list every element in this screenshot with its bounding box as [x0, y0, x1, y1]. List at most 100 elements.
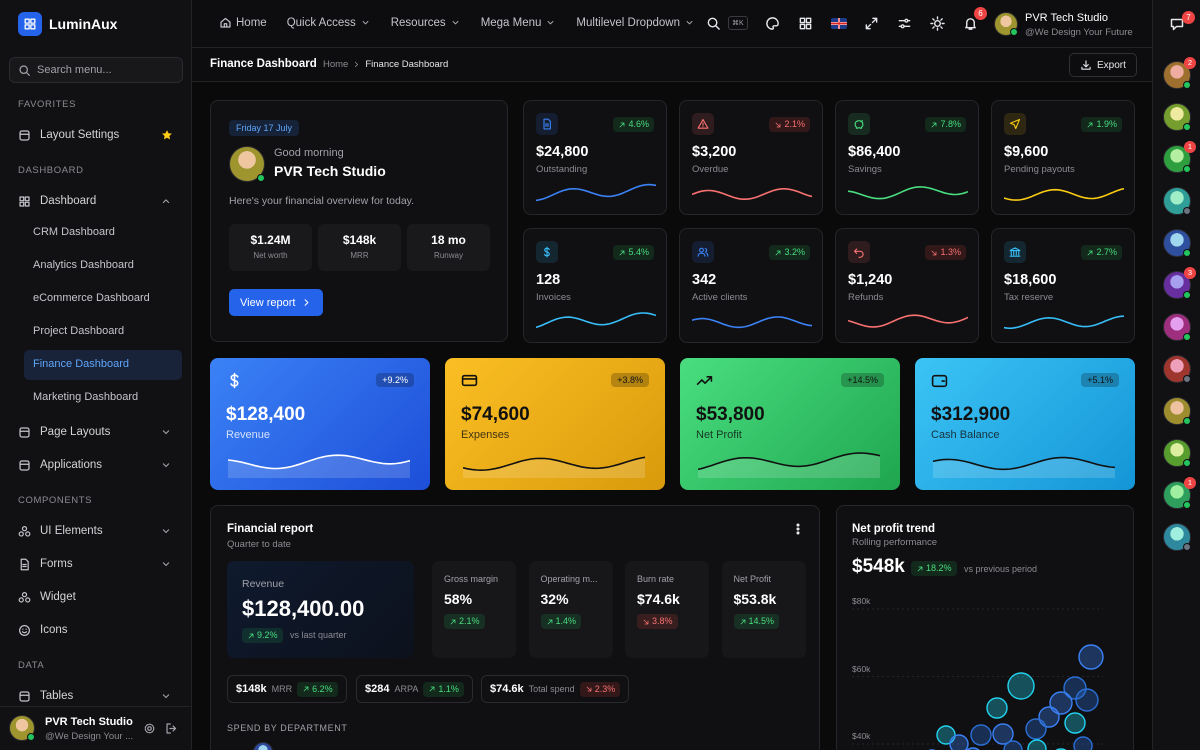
- top-nav-item[interactable]: Mega Menu: [481, 17, 557, 29]
- nav-item[interactable]: Tables: [10, 680, 182, 713]
- icon-path: [1009, 118, 1021, 130]
- highlight-value: $74,600: [461, 404, 530, 425]
- icon: [776, 122, 781, 127]
- search-box[interactable]: Search menu...: [9, 57, 183, 83]
- nav-item[interactable]: Dashboard: [10, 185, 182, 218]
- card-subtitle: Rolling performance: [852, 537, 938, 548]
- greeting: Good morning: [274, 147, 344, 159]
- icon-shape: [931, 374, 948, 388]
- breadcrumb-trail: Home Finance Dashboard: [323, 59, 448, 70]
- sparkline-area: [933, 457, 1115, 478]
- sub-nav-label: CRM Dashboard: [33, 226, 115, 238]
- kpi-card: 1.3% $1,240 Refunds: [835, 228, 979, 343]
- net-profit-value: $548k: [852, 556, 905, 577]
- icon-path: [355, 61, 359, 68]
- nav-item[interactable]: Widget: [10, 581, 182, 614]
- icon: [303, 686, 309, 692]
- icon: [1088, 250, 1093, 255]
- icon-path: [930, 16, 945, 31]
- icon[interactable]: [791, 522, 805, 536]
- top-nav-item[interactable]: Quick Access: [287, 17, 371, 29]
- pill-value: $284: [365, 683, 390, 695]
- icon: [452, 20, 459, 25]
- icon-path: [162, 562, 170, 567]
- kpi-icon: [536, 113, 558, 135]
- sidebar: LuminAux Search menu... FAVORITES Layout Se…: [0, 0, 192, 750]
- nav-label: UI Elements: [40, 525, 103, 537]
- sub-nav-label: Finance Dashboard: [33, 358, 130, 370]
- avatar: [1163, 481, 1191, 509]
- icon-shape: [18, 531, 24, 537]
- change-value: 6.2%: [312, 683, 333, 694]
- icon: [166, 723, 177, 734]
- revenue-box: Revenue $128,400.00 9.2% vs last quarter: [227, 561, 414, 658]
- sub-nav-item[interactable]: Finance Dashboard: [24, 350, 182, 380]
- bubble: [1049, 691, 1073, 715]
- breadcrumb-item[interactable]: Home: [323, 59, 349, 70]
- change-value: 2.7%: [1096, 247, 1117, 257]
- avatar: [229, 146, 265, 182]
- nav-item[interactable]: Page Layouts: [10, 416, 182, 449]
- icon-shape: [147, 726, 152, 731]
- icon-shape: [699, 247, 704, 253]
- bubble: [1075, 688, 1099, 712]
- nav-item[interactable]: Forms: [10, 548, 182, 581]
- icon-path: [776, 250, 781, 255]
- bubble: [1007, 672, 1035, 700]
- icon-path: [544, 246, 550, 258]
- icon: [865, 17, 878, 30]
- top-nav-item[interactable]: Home: [219, 16, 267, 29]
- change-value: 5.4%: [628, 247, 649, 257]
- icon: [620, 122, 625, 127]
- kpi-value: $9,600: [1004, 144, 1049, 160]
- top-nav-item[interactable]: Multilevel Dropdown: [576, 17, 695, 29]
- change-badge: 9.2%: [242, 628, 283, 643]
- icon-shape: [19, 130, 30, 141]
- icon: [19, 625, 30, 636]
- sub-nav-item[interactable]: Project Dashboard: [24, 317, 182, 347]
- nav-item[interactable]: Icons: [10, 614, 182, 647]
- sub-nav-item[interactable]: Analytics Dashboard: [24, 251, 182, 281]
- nav-item[interactable]: Layout Settings: [10, 119, 182, 152]
- nav-label: Applications: [40, 459, 103, 471]
- icon-path: [740, 619, 745, 624]
- sparkline: [536, 312, 656, 329]
- highlight-change: +14.5%: [841, 373, 884, 387]
- change-badge: 3.2%: [769, 245, 810, 260]
- sparkline: [1004, 187, 1124, 201]
- icon: [162, 130, 172, 140]
- user-name: PVR Tech Studio: [1025, 12, 1108, 24]
- icon-path: [697, 118, 709, 129]
- avatar: [1163, 523, 1191, 551]
- icon-path: [898, 19, 911, 28]
- icon: [305, 299, 309, 306]
- metric-value: 32%: [540, 591, 569, 607]
- export-button[interactable]: Export: [1069, 53, 1137, 77]
- section-title: FAVORITES: [18, 99, 77, 110]
- bubble: [1003, 740, 1023, 750]
- nav-item[interactable]: Applications: [10, 449, 182, 482]
- change-badge: 4.6%: [613, 117, 654, 132]
- icon: [220, 17, 231, 28]
- icon-path: [853, 248, 864, 258]
- view-report-button[interactable]: View report: [229, 289, 324, 316]
- nav-item[interactable]: UI Elements: [10, 515, 182, 548]
- top-nav-item[interactable]: Resources: [391, 17, 461, 29]
- sub-nav-item[interactable]: Marketing Dashboard: [24, 383, 182, 413]
- message-count: 7: [1182, 11, 1195, 24]
- bubble: [949, 734, 969, 750]
- sparkline-line: [692, 316, 812, 329]
- icon-path: [162, 463, 170, 468]
- sub-nav-item[interactable]: CRM Dashboard: [24, 218, 182, 248]
- section-title: SPEND BY DEPARTMENT: [227, 723, 348, 733]
- icon: [162, 463, 170, 468]
- sparkline-line: [848, 186, 968, 200]
- sub-nav-item[interactable]: eCommerce Dashboard: [24, 284, 182, 314]
- kpi-icon: [1004, 241, 1026, 263]
- change-value: 2.1%: [459, 616, 480, 626]
- icon-path: [1081, 60, 1091, 70]
- notification-count: 6: [974, 7, 987, 20]
- highlight-label: Revenue: [226, 429, 271, 441]
- icon: [776, 250, 781, 255]
